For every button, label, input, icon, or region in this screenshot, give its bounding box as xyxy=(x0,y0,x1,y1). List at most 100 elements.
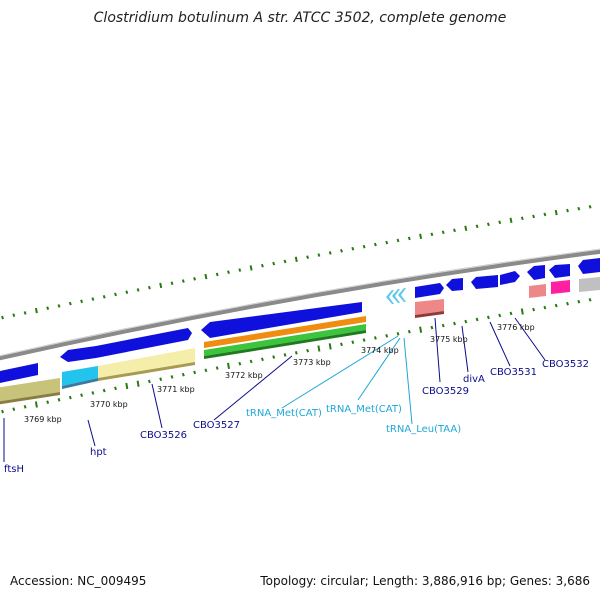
trna-feature[interactable] xyxy=(398,288,406,302)
gc-mark xyxy=(340,249,343,253)
map-title: Clostridium botulinum A str. ATCC 3502, … xyxy=(93,10,507,26)
scale-tick xyxy=(498,313,502,318)
scale-tick xyxy=(34,401,38,408)
track-shadow xyxy=(0,311,444,405)
gc-mark xyxy=(554,209,558,216)
scale-tick xyxy=(588,297,592,302)
gc-mark xyxy=(181,279,185,283)
scale-tick xyxy=(520,308,524,315)
trna-label[interactable]: tRNA_Met(CAT) xyxy=(246,408,322,419)
tick-label: 3776 kbp xyxy=(497,323,535,332)
trna-feature[interactable] xyxy=(392,289,400,303)
gc-mark xyxy=(136,288,140,292)
cds-feature[interactable] xyxy=(446,278,463,291)
scale-ticks xyxy=(1,297,592,414)
trna-label[interactable]: tRNA_Met(CAT) xyxy=(326,404,402,415)
scale-tick xyxy=(125,382,129,390)
scale-tick xyxy=(147,379,151,384)
genome-stats: Topology: circular; Length: 3,886,916 bp… xyxy=(260,574,590,588)
feature-olive[interactable] xyxy=(0,378,60,402)
gc-mark xyxy=(170,281,174,286)
scale-tick xyxy=(532,307,536,312)
gc-mark xyxy=(373,242,377,247)
gc-mark xyxy=(23,311,27,315)
gc-mark xyxy=(238,268,242,272)
cds-feature[interactable] xyxy=(527,265,545,280)
scale-tick xyxy=(181,372,185,377)
gene-label[interactable]: CBO3532 xyxy=(542,359,589,370)
scale-tick xyxy=(486,315,490,320)
gene-label[interactable]: hpt xyxy=(90,447,107,458)
scale-tick xyxy=(204,368,208,373)
feature-orange[interactable] xyxy=(204,316,366,348)
scale-tick xyxy=(91,391,95,395)
scale-tick xyxy=(46,400,50,404)
cds-feature[interactable] xyxy=(96,328,192,358)
feature-track xyxy=(0,277,600,402)
gc-mark xyxy=(351,246,355,251)
tick-label: 3774 kbp xyxy=(361,346,399,355)
scale-tick xyxy=(340,342,343,347)
scale-tick xyxy=(159,377,163,382)
gc-mark xyxy=(294,256,298,262)
cds-feature[interactable] xyxy=(201,302,362,338)
feature-cream[interactable] xyxy=(98,348,195,378)
scale-tick xyxy=(577,299,581,304)
trna-labels: tRNA_Met(CAT) tRNA_Met(CAT) tRNA_Leu(TAA… xyxy=(246,404,461,435)
gc-mark xyxy=(34,307,38,314)
gc-mark xyxy=(215,272,219,277)
cds-feature[interactable] xyxy=(60,346,96,362)
gc-mark xyxy=(102,294,106,299)
gene-label[interactable]: ftsH xyxy=(4,464,24,475)
cds-feature[interactable] xyxy=(500,271,520,285)
scale-tick xyxy=(306,348,310,353)
trna-feature[interactable] xyxy=(386,290,394,304)
cds-feature[interactable] xyxy=(415,283,444,298)
feature-pink[interactable] xyxy=(551,280,570,294)
gc-mark xyxy=(520,216,524,221)
scale-tick xyxy=(68,395,72,400)
scale-labels: 3769 kbp 3770 kbp 3771 kbp 3772 kbp 3773… xyxy=(24,323,535,424)
gene-label[interactable]: CBO3526 xyxy=(140,430,187,441)
gc-mark xyxy=(543,212,547,217)
gc-mark xyxy=(68,301,72,306)
scale-tick xyxy=(396,331,400,336)
feature-salmon[interactable] xyxy=(415,299,444,315)
gene-label[interactable]: divA xyxy=(463,374,485,385)
cds-feature[interactable] xyxy=(0,363,38,384)
scale-tick xyxy=(464,319,468,324)
cds-feature[interactable] xyxy=(549,264,570,278)
scale-tick xyxy=(238,361,242,366)
gene-label[interactable]: CBO3527 xyxy=(193,420,240,431)
scale-tick xyxy=(509,311,513,316)
scale-tick xyxy=(102,388,106,393)
gene-label[interactable]: CBO3531 xyxy=(490,367,537,378)
cds-feature[interactable] xyxy=(578,258,600,274)
scale-tick xyxy=(23,405,27,409)
gc-mark xyxy=(125,290,129,295)
tick-label: 3772 kbp xyxy=(225,371,263,380)
trna-leaders xyxy=(281,335,413,425)
gc-mark xyxy=(532,214,536,219)
gc-mark xyxy=(1,315,4,320)
scale-tick xyxy=(566,301,569,306)
feature-green[interactable] xyxy=(204,324,366,356)
gene-label[interactable]: CBO3529 xyxy=(422,386,469,397)
gc-mark xyxy=(80,299,84,304)
feature-salmon[interactable] xyxy=(529,284,546,298)
feature-gray[interactable] xyxy=(579,277,600,292)
scale-tick xyxy=(114,386,117,391)
scale-tick xyxy=(260,357,264,362)
gene-leaders xyxy=(3,317,546,462)
cds-feature[interactable] xyxy=(471,275,498,289)
scale-tick xyxy=(475,317,479,322)
gc-mark xyxy=(566,208,569,213)
gene-labels: ftsH hpt CBO3526 CBO3527 CBO3529 divA CB… xyxy=(4,359,589,475)
gc-mark xyxy=(362,244,366,249)
scale-tick xyxy=(419,326,423,333)
feature-cyan[interactable] xyxy=(62,366,98,386)
scale-tick xyxy=(453,321,456,326)
gc-mark xyxy=(396,238,400,243)
trna-label[interactable]: tRNA_Leu(TAA) xyxy=(386,424,461,435)
